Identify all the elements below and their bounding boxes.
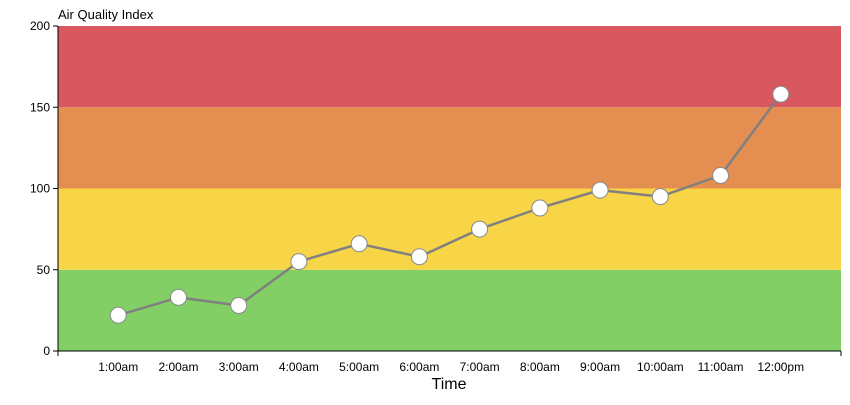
x-tick-label: 10:00am	[637, 360, 684, 374]
data-point[interactable]	[109, 306, 127, 324]
x-tick-label: 5:00am	[339, 360, 379, 374]
aqi-band-0	[58, 269, 841, 351]
x-tick-label: 6:00am	[399, 360, 439, 374]
y-axis-title: Air Quality Index	[58, 7, 154, 22]
x-tick-label: 4:00am	[279, 360, 319, 374]
x-tick-label: 2:00am	[158, 360, 198, 374]
x-tick-label: 11:00am	[698, 360, 744, 374]
x-tick-label: 7:00am	[460, 360, 500, 374]
y-ticks-layer: 0 50 100 150 200	[30, 19, 58, 358]
aqi-band-2	[58, 107, 841, 189]
aqi-band-1	[58, 188, 841, 270]
bands-layer	[58, 26, 841, 351]
y-tick-label: 50	[37, 263, 51, 277]
aqi-series-line	[116, 93, 783, 317]
data-point[interactable]	[591, 181, 609, 199]
x-ticks-layer: 1:00am 2:00am 3:00am 4:00am 5:00am 6:00am 7:00…	[57, 351, 842, 374]
data-point[interactable]	[471, 220, 489, 238]
x-tick-label: 12:00pm	[757, 360, 804, 374]
y-tick-label: 0	[43, 344, 50, 358]
data-point[interactable]	[290, 253, 308, 271]
data-point[interactable]	[169, 288, 187, 306]
y-tick-label: 100	[30, 182, 50, 196]
x-tick-label: 3:00am	[219, 360, 259, 374]
aqi-band-3	[58, 26, 841, 108]
data-point[interactable]	[772, 85, 790, 103]
data-point[interactable]	[350, 235, 368, 253]
x-tick-label: 1:00am	[98, 360, 138, 374]
data-point[interactable]	[651, 188, 669, 206]
data-point[interactable]	[410, 248, 428, 266]
series-layer	[109, 85, 790, 324]
x-tick-label: 8:00am	[520, 360, 560, 374]
x-axis-title: Time	[432, 376, 467, 393]
y-tick-label: 150	[30, 100, 50, 114]
data-point[interactable]	[712, 167, 730, 184]
data-point[interactable]	[531, 199, 549, 217]
y-tick-label: 200	[30, 19, 50, 33]
data-point[interactable]	[230, 297, 248, 314]
x-tick-label: 9:00am	[580, 360, 620, 374]
